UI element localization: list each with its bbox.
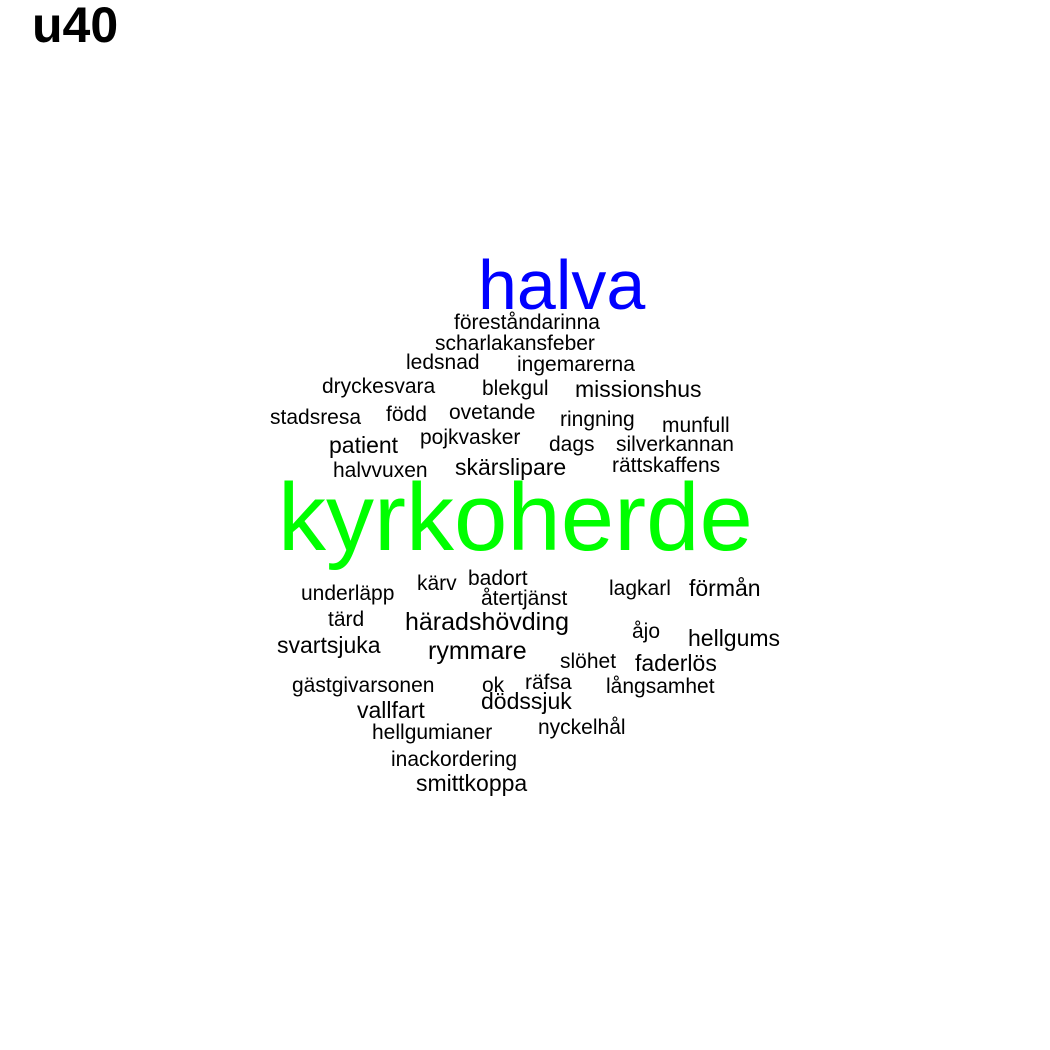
word-slohet: slöhet	[560, 650, 617, 673]
word-rafsa: räfsa	[525, 671, 572, 694]
word-scharlakansfeber: scharlakansfeber	[435, 332, 595, 355]
word-missionshus: missionshus	[575, 376, 702, 402]
word-badort: badort	[468, 567, 528, 590]
word-blekgul: blekgul	[482, 377, 549, 400]
word-underlapp: underläpp	[301, 582, 395, 605]
word-ledsnad: ledsnad	[406, 351, 480, 374]
word-ingemarerna: ingemarerna	[517, 353, 635, 376]
word-gastgivarsonen: gästgivarsonen	[292, 674, 435, 697]
word-ok: ok	[482, 674, 505, 697]
word-dryckesvara: dryckesvara	[322, 375, 436, 398]
word-haradshovding: häradshövding	[405, 608, 570, 636]
word-atertjanst: återtjänst	[481, 587, 568, 610]
word-ovetande: ovetande	[449, 401, 536, 424]
word-hellgumianer: hellgumianer	[372, 721, 493, 744]
word-smittkoppa: smittkoppa	[416, 770, 528, 796]
word-forman: förmån	[689, 575, 761, 601]
word-faderlos: faderlös	[635, 650, 717, 676]
word-munfull: munfull	[662, 414, 730, 437]
word-nyckelhal: nyckelhål	[538, 716, 626, 739]
word-ajo: åjo	[632, 620, 661, 643]
word-fodd: född	[386, 403, 427, 426]
word-kyrkoherde: kyrkoherde	[278, 464, 753, 571]
word-lagkarl: lagkarl	[609, 577, 671, 600]
word-halva: halva	[478, 246, 646, 324]
word-skarslipare: skärslipare	[455, 454, 567, 480]
word-langsamhet: långsamhet	[606, 675, 715, 698]
word-dodssjuk: dödssjuk	[481, 688, 572, 714]
word-vallfart: vallfart	[357, 697, 425, 723]
word-halvvuxen: halvvuxen	[333, 459, 428, 482]
word-rymmare: rymmare	[428, 637, 527, 665]
word-pojkvasker: pojkvasker	[420, 426, 521, 449]
word-karv: kärv	[417, 572, 457, 595]
word-ringning: ringning	[560, 408, 635, 431]
page-title: u40	[32, 0, 119, 53]
word-dags: dags	[549, 433, 595, 456]
word-svartsjuka: svartsjuka	[277, 632, 381, 658]
word-silverkannan: silverkannan	[616, 433, 734, 456]
word-rattskaffens: rättskaffens	[612, 454, 721, 477]
word-stadsresa: stadsresa	[270, 406, 362, 429]
word-patient: patient	[329, 432, 399, 458]
word-tard: tärd	[328, 608, 365, 631]
word-inackordering: inackordering	[391, 748, 518, 771]
word-forestandarinna: föreståndarinna	[454, 311, 600, 334]
word-hellgums: hellgums	[688, 625, 781, 651]
